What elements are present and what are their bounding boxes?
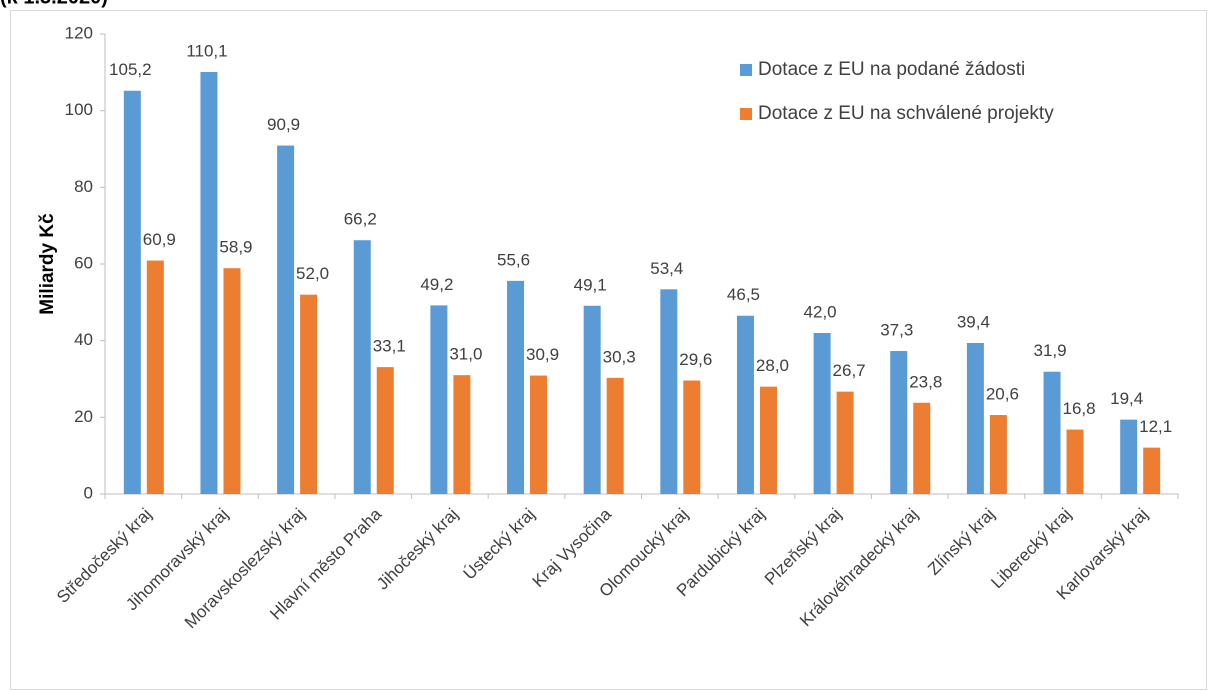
data-label: 53,4: [650, 259, 683, 278]
bar: [277, 145, 295, 495]
bar: [1043, 371, 1061, 494]
data-label: 37,3: [880, 321, 913, 340]
x-tick-label: Ústecký kraj: [460, 505, 539, 584]
data-label: 105,2: [109, 60, 152, 79]
y-tick-label: 120: [65, 23, 93, 42]
data-label: 31,9: [1033, 341, 1066, 360]
bar: [507, 280, 525, 494]
data-label: 30,9: [526, 345, 559, 364]
data-label: 110,1: [186, 41, 227, 60]
x-tick-label: Jihočeský kraj: [373, 505, 462, 594]
bar: [683, 380, 701, 494]
bar: [146, 260, 164, 494]
bar: [223, 268, 241, 494]
bar: [1066, 429, 1084, 494]
data-label: 39,4: [957, 312, 990, 331]
data-label: 30,3: [603, 347, 636, 366]
data-label: 66,2: [344, 210, 377, 229]
bar: [353, 240, 371, 494]
data-label: 19,4: [1110, 389, 1143, 408]
bar: [1143, 447, 1161, 494]
y-axis-title: Miliardy Kč: [37, 213, 58, 315]
bar: [736, 315, 754, 494]
data-label: 28,0: [756, 356, 789, 375]
data-label: 33,1: [373, 337, 406, 356]
bar: [1120, 419, 1138, 494]
bar: [890, 351, 908, 494]
bar: [813, 333, 831, 494]
x-tick-label: Liberecký kraj: [987, 505, 1075, 593]
data-label: 49,1: [574, 275, 607, 294]
bar: [759, 386, 777, 494]
data-label: 20,6: [986, 385, 1019, 404]
data-label: 52,0: [296, 264, 329, 283]
bar: [200, 71, 218, 494]
y-tick-label: 60: [74, 253, 93, 272]
x-tick-label: Zlínský kraj: [924, 505, 998, 579]
bar: [989, 415, 1007, 494]
legend-swatch: [740, 108, 752, 120]
bar: [453, 375, 471, 494]
bar: [913, 402, 931, 494]
x-tick-label: Kraj Vysočina: [529, 504, 616, 591]
legend-swatch: [740, 64, 752, 76]
data-label: 42,0: [804, 302, 837, 321]
y-tick-label: 80: [74, 177, 93, 196]
data-label: 23,8: [909, 372, 942, 391]
legend-label: Dotace z EU na podané žádosti: [758, 59, 1025, 80]
y-tick-label: 20: [74, 407, 93, 426]
y-tick-label: 100: [65, 100, 93, 119]
chart-border: [10, 10, 1207, 690]
x-tick-label: Plzeňský kraj: [761, 505, 845, 589]
bar: [300, 294, 318, 494]
bar: [530, 375, 548, 494]
bar: [123, 90, 141, 494]
y-tick-label: 0: [84, 483, 93, 502]
bar: [966, 342, 984, 494]
data-label: 58,9: [219, 238, 252, 257]
chart-subtitle: (k 1.3.2020): [0, 0, 108, 8]
data-label: 49,2: [420, 275, 453, 294]
bar: [376, 367, 394, 494]
data-label: 55,6: [497, 250, 530, 269]
data-label: 26,7: [833, 361, 866, 380]
bar: [583, 305, 601, 494]
data-label: 16,8: [1062, 399, 1095, 418]
data-label: 29,6: [679, 350, 712, 369]
data-label: 12,1: [1139, 417, 1172, 436]
data-label: 90,9: [267, 115, 300, 134]
bar: [836, 391, 854, 494]
bar: [660, 289, 678, 494]
data-label: 46,5: [727, 285, 760, 304]
legend-label: Dotace z EU na schválené projekty: [758, 103, 1054, 124]
y-tick-label: 40: [74, 330, 93, 349]
data-label: 60,9: [143, 230, 176, 249]
bar: [430, 305, 448, 494]
data-label: 31,0: [449, 345, 482, 364]
bar: [606, 377, 624, 494]
